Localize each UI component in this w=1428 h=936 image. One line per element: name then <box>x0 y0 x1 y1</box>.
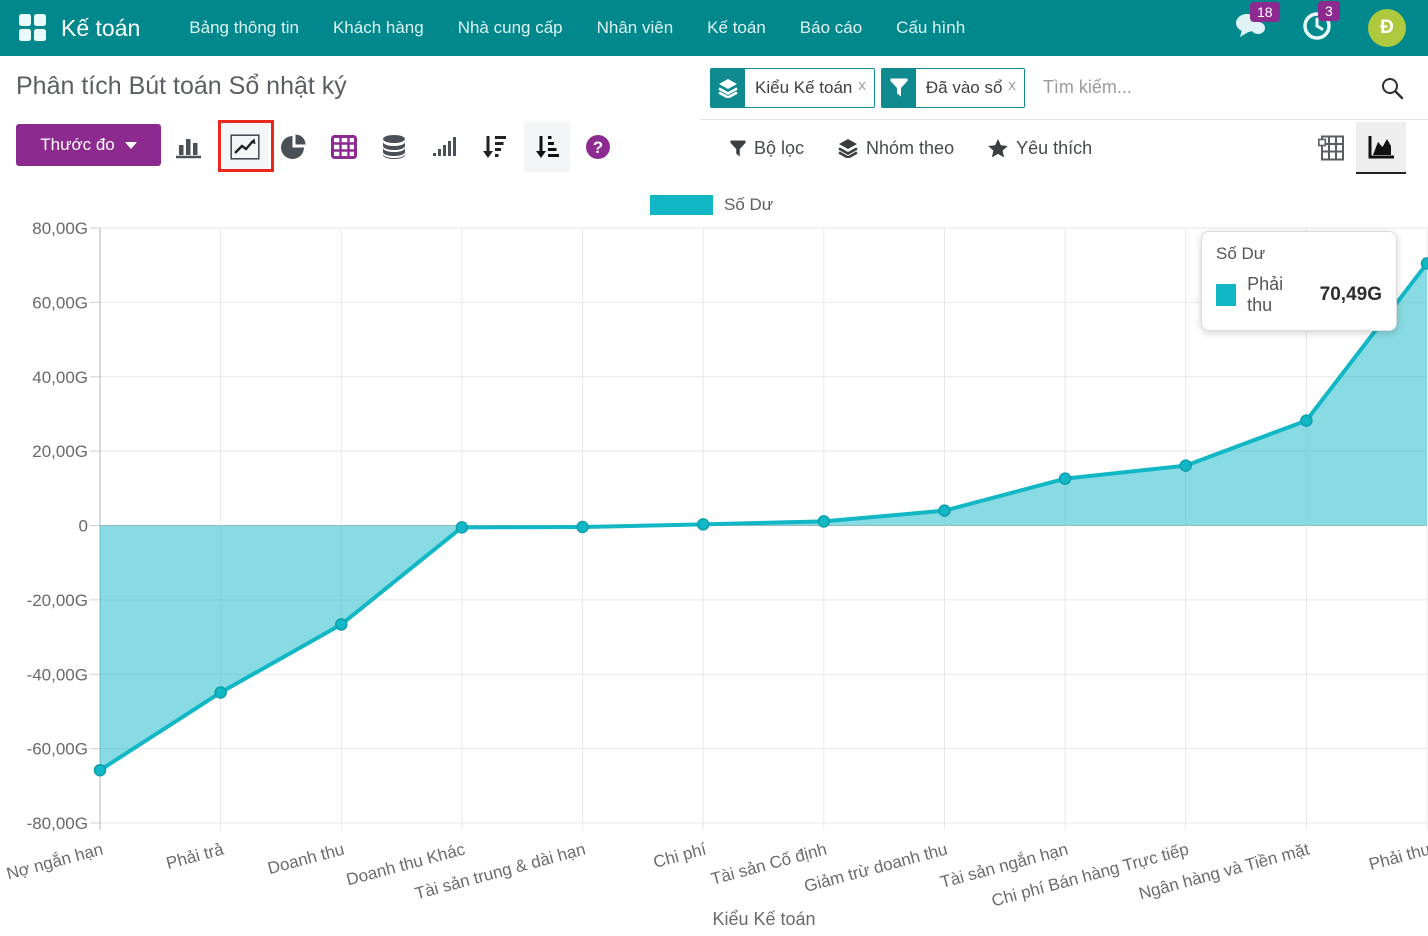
svg-text:-20,00G: -20,00G <box>27 591 88 610</box>
table-icon <box>331 135 357 159</box>
pie-chart-button[interactable] <box>271 122 317 172</box>
filters-label: Bộ lọc <box>754 137 805 158</box>
tooltip-series: Phải thu <box>1247 274 1284 315</box>
filter-icon <box>881 68 916 107</box>
x-axis-title: Kiểu Kế toán <box>712 909 816 929</box>
nav-item-accounting[interactable]: Kế toán <box>707 18 766 37</box>
chevron-down-icon <box>124 141 137 149</box>
sort-amount-desc-icon <box>483 136 506 158</box>
measures-button[interactable]: Thước đo <box>16 124 161 166</box>
apps-menu-icon[interactable] <box>19 14 47 42</box>
facet-label: Đã vào sổ <box>925 77 1003 97</box>
messages-badge: 18 <box>1250 1 1280 22</box>
svg-text:-60,00G: -60,00G <box>27 740 88 759</box>
facet-label: Kiểu Kế toán <box>755 77 853 97</box>
legend-item[interactable]: Số Dư <box>650 195 773 215</box>
view-switcher <box>1306 122 1406 174</box>
funnel-icon <box>730 140 746 156</box>
page-title: Phân tích Bút toán Sổ nhật ký <box>16 72 347 100</box>
sort-asc-button[interactable] <box>524 122 570 172</box>
nav-item-settings[interactable]: Cấu hình <box>896 18 966 37</box>
favorites-menu-button[interactable]: Yêu thích <box>988 138 1092 159</box>
search-icon[interactable] <box>1380 76 1404 100</box>
pie-chart-icon <box>281 134 306 159</box>
clock-icon <box>1303 11 1331 40</box>
legend-label: Số Dư <box>724 195 774 214</box>
svg-text:Chi phí Bán hàng Trực tiếp: Chi phí Bán hàng Trực tiếp <box>990 840 1191 911</box>
pivot-view-button[interactable] <box>1306 122 1356 174</box>
filters-menu-button[interactable]: Bộ lọc <box>730 138 804 159</box>
activities-button[interactable]: 3 <box>1302 0 1340 46</box>
svg-text:60,00G: 60,00G <box>32 293 88 312</box>
top-nav: Kế toán Bảng thông tin Khách hàng Nhà cu… <box>0 0 1428 56</box>
user-avatar[interactable]: Đ <box>1368 9 1406 47</box>
pivot-table-button[interactable] <box>321 122 367 172</box>
sort-desc-button[interactable] <box>471 122 517 172</box>
svg-text:?: ? <box>593 138 603 157</box>
help-button[interactable]: ? <box>575 122 621 172</box>
chart-area: Số Dư 80,00G 60,00G 40,00G 20,00G 0 -20,00G -4… <box>0 176 1428 936</box>
svg-text:Doanh thu: Doanh thu <box>266 840 347 879</box>
database-button[interactable] <box>371 122 417 172</box>
svg-text:-80,00G: -80,00G <box>27 814 88 833</box>
graph-view-button[interactable] <box>1356 122 1406 174</box>
bar-chart-button[interactable] <box>166 122 212 172</box>
tooltip-swatch <box>1216 284 1237 306</box>
search-facet-filter[interactable]: Đã vào sổ x <box>880 67 1025 108</box>
line-chart-icon <box>230 134 260 160</box>
svg-text:0: 0 <box>79 517 88 536</box>
svg-text:40,00G: 40,00G <box>32 368 88 387</box>
groupby-label: Nhóm theo <box>866 137 955 158</box>
ascending-bars-button[interactable] <box>421 122 467 172</box>
control-panel-top: Phân tích Bút toán Sổ nhật ký Kiểu Kế to… <box>0 56 1428 120</box>
favorites-label: Yêu thích <box>1016 137 1093 158</box>
chart-svg[interactable]: 80,00G 60,00G 40,00G 20,00G 0 -20,00G -40,00G -… <box>0 176 1428 936</box>
nav-item-customers[interactable]: Khách hàng <box>332 18 424 37</box>
signal-bars-icon <box>433 137 456 156</box>
measures-label: Thước đo <box>40 135 115 154</box>
tooltip-title: Số Dư <box>1216 244 1266 263</box>
svg-text:Chi phí: Chi phí <box>651 839 708 871</box>
database-icon <box>383 135 405 159</box>
activities-badge: 3 <box>1318 0 1340 21</box>
facet-remove-icon[interactable]: x <box>858 76 866 94</box>
svg-text:80,00G: 80,00G <box>32 219 88 238</box>
tooltip-value: 70,49G <box>1319 284 1382 305</box>
app-brand[interactable]: Kế toán <box>61 14 141 41</box>
messages-button[interactable]: 18 <box>1234 1 1280 45</box>
nav-item-reports[interactable]: Báo cáo <box>799 18 863 37</box>
layers-icon <box>838 139 858 158</box>
search-input[interactable] <box>1030 77 1380 98</box>
search-options: Bộ lọc Nhóm theo Yêu thích <box>730 120 1092 176</box>
sort-amount-asc-icon <box>536 136 559 158</box>
svg-text:Phải thu: Phải thu <box>1367 840 1428 875</box>
nav-item-vendors[interactable]: Nhà cung cấp <box>457 18 563 37</box>
groupby-menu-button[interactable]: Nhóm theo <box>838 138 954 159</box>
toolbar: Thước đo <box>0 120 1428 176</box>
pivot-view-icon <box>1318 135 1344 161</box>
question-mark-icon: ? <box>586 135 610 159</box>
line-chart-button[interactable] <box>222 122 268 172</box>
search-bar: Kiểu Kế toán x Đã vào sổ x <box>700 56 1428 120</box>
facet-remove-icon[interactable]: x <box>1008 76 1016 94</box>
nav-right: 18 3 Đ <box>1234 0 1406 47</box>
group-by-icon <box>711 68 745 107</box>
svg-text:Phải trả: Phải trả <box>164 839 226 873</box>
bar-chart-icon <box>176 139 201 159</box>
chart-tooltip: Số Dư Phải thu 70,49G <box>1201 231 1397 331</box>
svg-text:Nợ ngắn hạn: Nợ ngắn hạn <box>4 840 105 884</box>
nav-item-dashboard[interactable]: Bảng thông tin <box>189 18 299 37</box>
area-chart-icon <box>1368 136 1394 159</box>
nav-item-employees[interactable]: Nhân viên <box>596 18 674 37</box>
search-facet-groupby[interactable]: Kiểu Kế toán x <box>710 67 875 108</box>
svg-text:-40,00G: -40,00G <box>27 665 88 684</box>
legend-swatch <box>650 195 713 215</box>
star-icon <box>988 138 1008 157</box>
svg-text:20,00G: 20,00G <box>32 442 88 461</box>
nav-menu: Bảng thông tin Khách hàng Nhà cung cấp N… <box>172 0 982 56</box>
